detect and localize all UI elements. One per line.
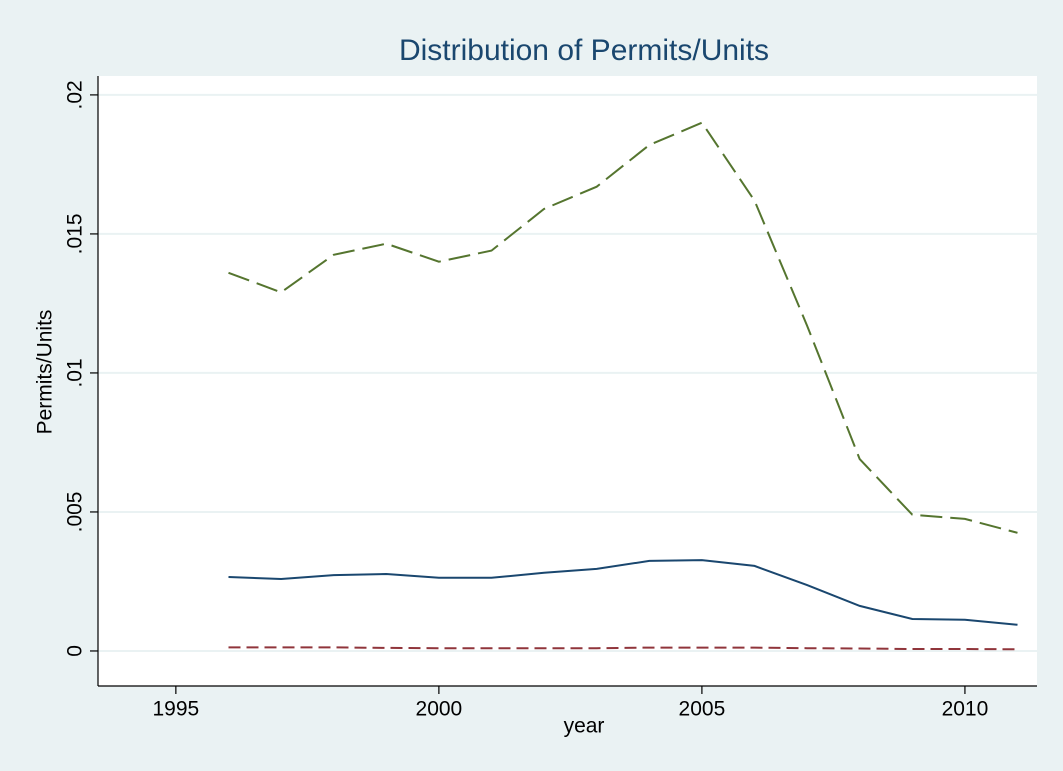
y-tick-label: .005 bbox=[64, 492, 87, 533]
x-axis-label: year bbox=[564, 715, 605, 738]
x-tick-label: 1995 bbox=[152, 698, 199, 721]
y-tick-label: 0 bbox=[64, 645, 87, 657]
series-line bbox=[228, 646, 1018, 651]
x-tick-label: 2005 bbox=[679, 698, 726, 721]
plot-area bbox=[98, 76, 1037, 686]
x-tick-label: 2010 bbox=[942, 698, 989, 721]
series-line bbox=[228, 559, 1018, 626]
x-tick-label: 2000 bbox=[416, 698, 463, 721]
chart-title: Distribution of Permits/Units bbox=[399, 34, 769, 67]
y-tick-label: .01 bbox=[64, 358, 87, 387]
y-axis-label: Permits/Units bbox=[34, 310, 57, 435]
series-line bbox=[228, 121, 1018, 534]
grid bbox=[98, 93, 1037, 652]
y-tick-label: .015 bbox=[64, 213, 87, 254]
lines bbox=[228, 121, 1018, 651]
ticks: 0 .005 .01 .015 .02 1995 2000 2005 2010 bbox=[64, 80, 989, 720]
y-tick-label: .02 bbox=[64, 80, 87, 109]
